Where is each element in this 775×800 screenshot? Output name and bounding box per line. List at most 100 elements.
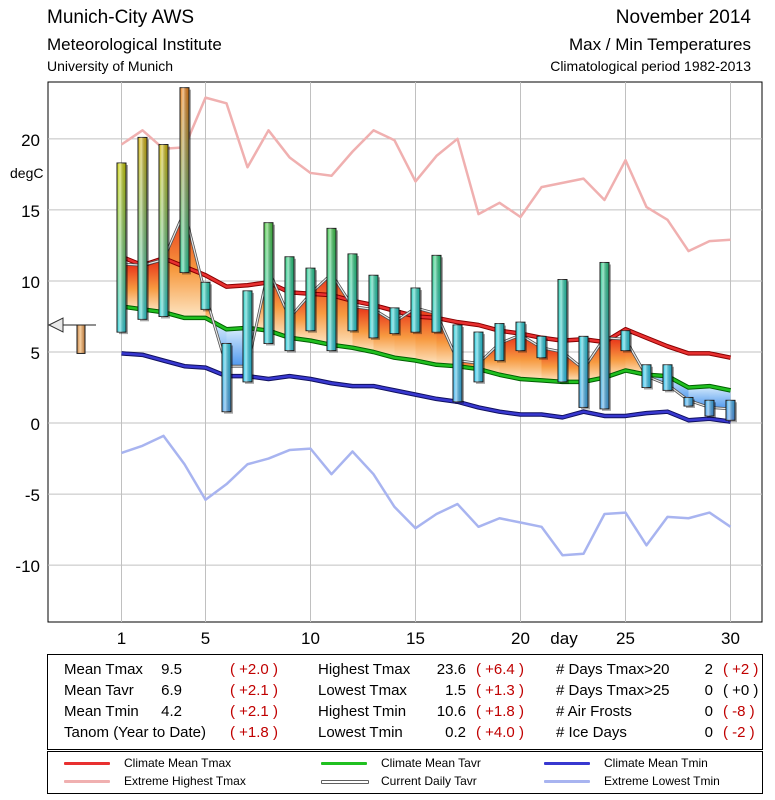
statistics-panel: Mean Tmax 9.5 ( +2.0 ) Mean Tavr 6.9 ( +2.1 )… bbox=[47, 654, 763, 750]
fill-above-mean bbox=[562, 352, 584, 382]
daily-bar-highlight bbox=[201, 282, 210, 310]
daily-bar-highlight bbox=[411, 288, 420, 333]
fill-below-mean bbox=[667, 376, 689, 401]
y-axis-label: degC bbox=[10, 165, 43, 181]
fill-above-mean bbox=[373, 309, 395, 358]
daily-bar-highlight bbox=[243, 290, 252, 382]
stat-deviation: ( -2 ) bbox=[723, 724, 755, 741]
x-tick-label: 25 bbox=[616, 629, 635, 648]
fill-above-mean bbox=[352, 306, 374, 352]
fill-above-mean bbox=[520, 334, 542, 381]
daily-bar-highlight bbox=[579, 336, 588, 408]
daily-bar-highlight bbox=[684, 397, 693, 406]
y-tick-label: 20 bbox=[21, 131, 40, 150]
stat-label: Tanom (Year to Date) bbox=[64, 724, 207, 741]
daily-bar-highlight bbox=[348, 253, 357, 331]
daily-bar-highlight bbox=[495, 323, 504, 361]
legend-label: Climate Mean Tmax bbox=[124, 756, 232, 770]
legend-swatch bbox=[321, 780, 369, 784]
daily-bar-highlight bbox=[306, 268, 315, 331]
stat-value: 10.6 bbox=[436, 703, 466, 720]
fill-above-mean bbox=[121, 263, 143, 310]
legend-label: Climate Mean Tmin bbox=[604, 756, 708, 770]
stat-value: 6.9 bbox=[161, 682, 182, 699]
daily-bar-highlight bbox=[264, 222, 273, 344]
stat-label: # Air Frosts bbox=[556, 703, 632, 720]
stat-deviation: ( +4.0 ) bbox=[476, 724, 524, 741]
x-axis-label: day bbox=[550, 629, 578, 648]
fill-above-mean bbox=[142, 259, 164, 313]
daily-bar-highlight bbox=[285, 256, 294, 351]
daily-bar-highlight bbox=[390, 307, 399, 334]
stat-deviation: ( -8 ) bbox=[723, 703, 755, 720]
daily-bar-highlight bbox=[117, 163, 126, 333]
stat-label: # Days Tmax>20 bbox=[556, 661, 670, 678]
fill-above-mean bbox=[478, 343, 500, 375]
stat-value: 0 bbox=[704, 703, 713, 720]
daily-bar-highlight bbox=[705, 400, 714, 416]
x-tick-label: 20 bbox=[511, 629, 530, 648]
daily-bar-highlight bbox=[558, 279, 567, 382]
daily-bar-highlight bbox=[453, 325, 462, 402]
stat-deviation: ( +2.1 ) bbox=[230, 682, 278, 699]
series-climate-mean-tavr bbox=[121, 305, 731, 392]
fill-above-mean bbox=[499, 334, 521, 379]
fill-below-mean bbox=[226, 327, 248, 367]
stat-value: 2 bbox=[704, 661, 713, 678]
station-title: Munich-City AWS bbox=[47, 7, 195, 28]
bar-layer bbox=[47, 87, 737, 423]
x-tick-label: 1 bbox=[117, 629, 126, 648]
y-tick-label: -10 bbox=[15, 557, 40, 576]
stat-value: 1.5 bbox=[445, 682, 466, 699]
daily-bar-highlight bbox=[537, 336, 546, 358]
institute-title: Meteorological Institute bbox=[47, 35, 222, 54]
stat-value: 0 bbox=[704, 724, 713, 741]
daily-bar-highlight bbox=[327, 228, 336, 351]
daily-bar-highlight bbox=[369, 275, 378, 338]
legend-swatch bbox=[64, 780, 110, 783]
month-title: November 2014 bbox=[615, 7, 751, 28]
y-tick-label: -5 bbox=[25, 486, 40, 505]
x-tick-label: 15 bbox=[406, 629, 425, 648]
daily-bar-highlight bbox=[726, 400, 735, 421]
daily-bar-highlight bbox=[642, 364, 651, 388]
daily-bar-highlight bbox=[180, 87, 189, 273]
fill-above-mean bbox=[394, 307, 416, 361]
daily-bar-highlight bbox=[516, 322, 525, 351]
legend-swatch bbox=[321, 762, 367, 765]
stat-value: 23.6 bbox=[436, 661, 466, 678]
legend-label: Extreme Lowest Tmin bbox=[604, 774, 720, 788]
climate-period: Climatological period 1982-2013 bbox=[550, 58, 751, 74]
stat-deviation: ( +2.0 ) bbox=[230, 661, 278, 678]
daily-bar-highlight bbox=[432, 255, 441, 333]
university-title: University of Munich bbox=[47, 58, 174, 74]
stat-label: Mean Tmax bbox=[64, 661, 143, 678]
stat-value: 9.5 bbox=[161, 661, 182, 678]
daily-bar-highlight bbox=[474, 332, 483, 382]
stat-value: 0.2 bbox=[445, 724, 466, 741]
fill-above-mean bbox=[331, 273, 353, 348]
stat-deviation: ( +1.8 ) bbox=[230, 724, 278, 741]
fill-above-mean bbox=[415, 307, 437, 365]
stat-deviation: ( +0 ) bbox=[723, 682, 759, 699]
legend-label: Climate Mean Tavr bbox=[381, 756, 481, 770]
y-tick-label: 15 bbox=[21, 202, 40, 221]
stat-deviation: ( +2 ) bbox=[723, 661, 759, 678]
stat-label: Lowest Tmin bbox=[318, 724, 403, 741]
year-anomaly-arrow bbox=[47, 317, 64, 333]
stat-deviation: ( +2.1 ) bbox=[230, 703, 278, 720]
daily-bar-highlight bbox=[138, 137, 147, 320]
stat-value: 0 bbox=[704, 682, 713, 699]
daily-bar-highlight bbox=[663, 364, 672, 391]
legend-label: Extreme Highest Tmax bbox=[124, 774, 246, 788]
daily-bar-highlight bbox=[159, 144, 168, 317]
stat-label: Mean Tavr bbox=[64, 682, 134, 699]
stat-deviation: ( +1.8 ) bbox=[476, 703, 524, 720]
legend-swatch bbox=[544, 762, 590, 765]
stat-label: # Days Tmax>25 bbox=[556, 682, 670, 699]
x-tick-label: 10 bbox=[301, 629, 320, 648]
fill-above-mean bbox=[289, 293, 311, 341]
series-extreme-lowest-tmin bbox=[121, 434, 732, 557]
daily-bar-highlight bbox=[600, 262, 609, 409]
